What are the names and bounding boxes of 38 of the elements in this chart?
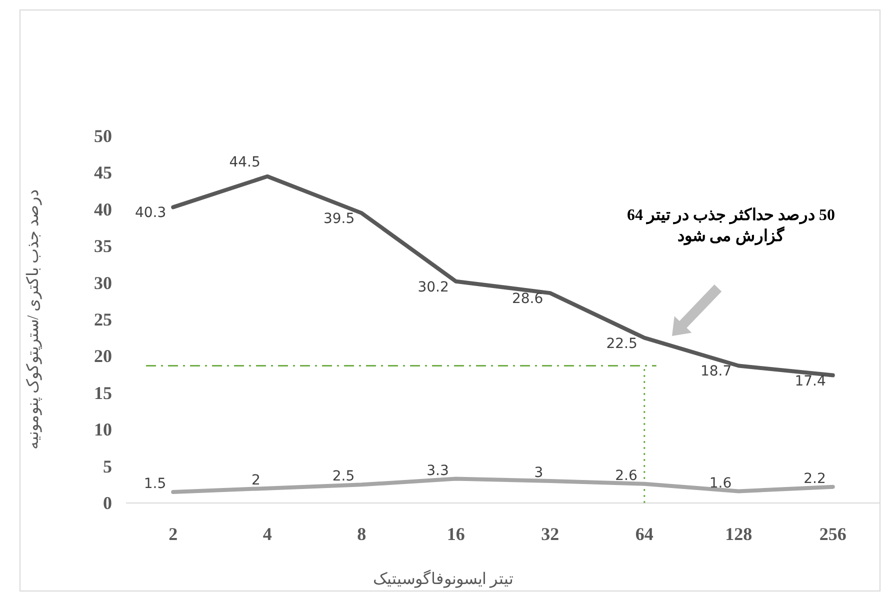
y-tick-label: 45 <box>94 162 112 183</box>
data-label: 18.7 <box>700 364 732 380</box>
x-tick-label: 32 <box>541 524 560 544</box>
y-axis-title: درصد جذب باکتری /سترپتوکوک پنومونیه <box>25 189 42 450</box>
y-tick-label: 35 <box>94 236 112 256</box>
data-label: 2.5 <box>332 468 355 485</box>
x-tick-label: 16 <box>446 524 465 544</box>
data-label: 17.4 <box>794 373 826 390</box>
y-tick-label: 40 <box>94 199 112 220</box>
data-label: 40.3 <box>134 205 166 222</box>
data-label: 2 <box>251 472 260 488</box>
data-label: 3 <box>534 464 544 481</box>
x-tick-label: 8 <box>357 524 366 544</box>
x-tick-label: 4 <box>262 524 272 544</box>
y-tick-label: 30 <box>94 272 112 293</box>
y-tick-label: 0 <box>103 493 112 513</box>
x-tick-label: 128 <box>725 524 752 544</box>
data-label: 1.6 <box>709 475 732 492</box>
y-tick-label: 20 <box>94 346 112 366</box>
data-label: 28.6 <box>512 291 544 308</box>
data-label: 3.3 <box>426 462 449 479</box>
data-label: 2.6 <box>615 468 638 484</box>
y-tick-label: 5 <box>103 456 112 476</box>
y-tick-label: 50 <box>94 126 112 146</box>
data-label: 1.5 <box>144 476 166 492</box>
y-tick-label: 25 <box>94 310 112 330</box>
data-label: 22.5 <box>606 336 638 352</box>
y-tick-label: 15 <box>94 382 112 403</box>
y-tick-label: 10 <box>94 420 112 440</box>
x-tick-label: 64 <box>635 524 654 544</box>
x-tick-label: 2 <box>168 524 178 544</box>
data-label: 30.2 <box>418 279 449 296</box>
data-label: 39.5 <box>323 211 355 228</box>
data-label: 2.2 <box>804 470 826 487</box>
x-tick-label: 256 <box>819 524 846 544</box>
annotation: 50 درصد حداکثر جذب در تیتر 64 گزارش می شود <box>626 206 836 247</box>
data-label: 44.5 <box>229 154 260 170</box>
x-axis-title: تیتر ایسونوفاگوسیتیک <box>373 569 513 588</box>
